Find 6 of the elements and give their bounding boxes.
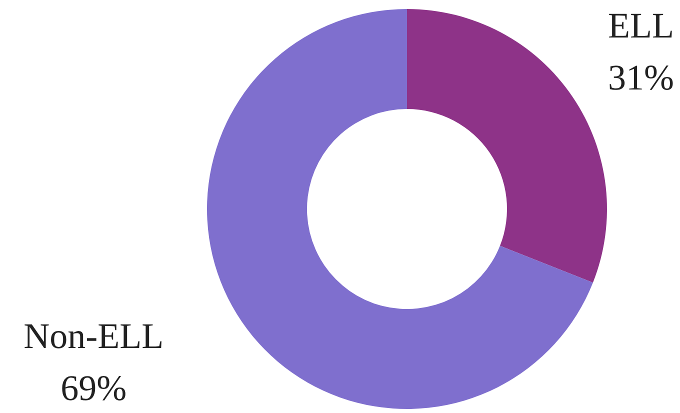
- slice-label: Non-ELL: [24, 316, 164, 356]
- donut-slice: [407, 9, 607, 283]
- donut-slice: [207, 9, 593, 409]
- data-label: 31%: [608, 58, 674, 98]
- data-label: 69%: [60, 368, 127, 408]
- slice-label: ELL: [608, 6, 674, 46]
